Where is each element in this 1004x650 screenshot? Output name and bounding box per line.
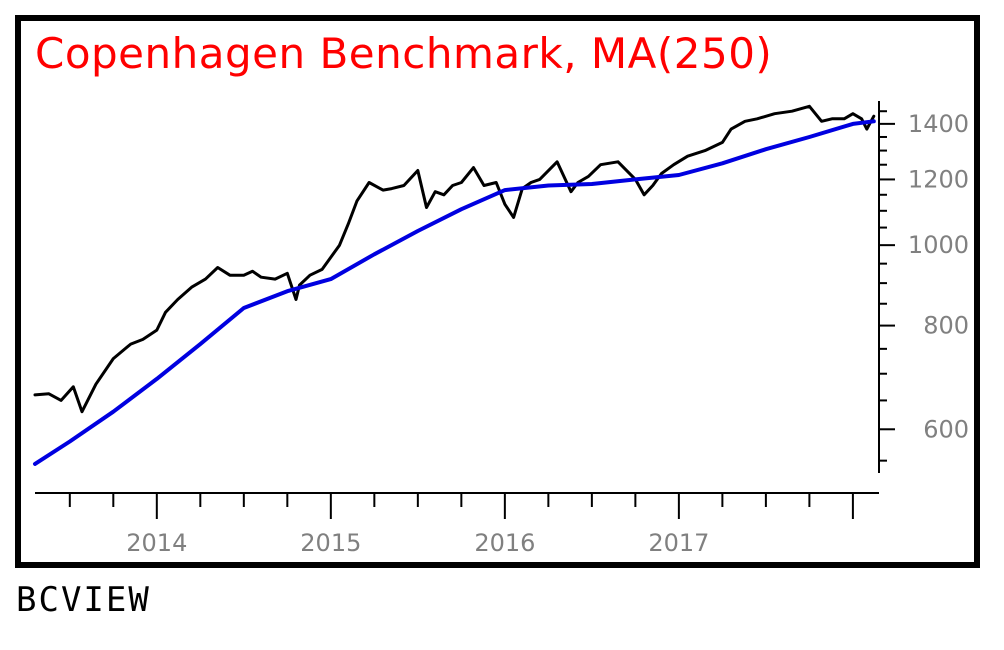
axes: 2014 2015 2016 2017 600 800 1000 1200 1400 (35, 101, 969, 557)
chart-title: Copenhagen Benchmark, MA(250) (35, 29, 773, 78)
y-tick-label-1400: 1400 (908, 110, 969, 138)
y-tick-label-800: 800 (923, 312, 969, 340)
series-line-index (33, 104, 876, 414)
series-layer (33, 104, 876, 466)
footer-label: BCVIEW (16, 580, 151, 620)
y-tick-label-1000: 1000 (908, 231, 969, 259)
y-tick-label-1200: 1200 (908, 165, 969, 193)
series-line-ma250 (33, 119, 876, 466)
y-tick-label-600: 600 (923, 415, 969, 443)
x-tick-label-2014: 2014 (126, 529, 187, 557)
chart-plot: 2014 2015 2016 2017 600 800 1000 1200 1400 (33, 101, 969, 557)
x-tick-label-2015: 2015 (300, 529, 361, 557)
x-tick-label-2016: 2016 (474, 529, 535, 557)
chart-frame: 2014 2015 2016 2017 600 800 1000 1200 1400 Copen… (15, 15, 980, 568)
x-tick-label-2017: 2017 (648, 529, 709, 557)
